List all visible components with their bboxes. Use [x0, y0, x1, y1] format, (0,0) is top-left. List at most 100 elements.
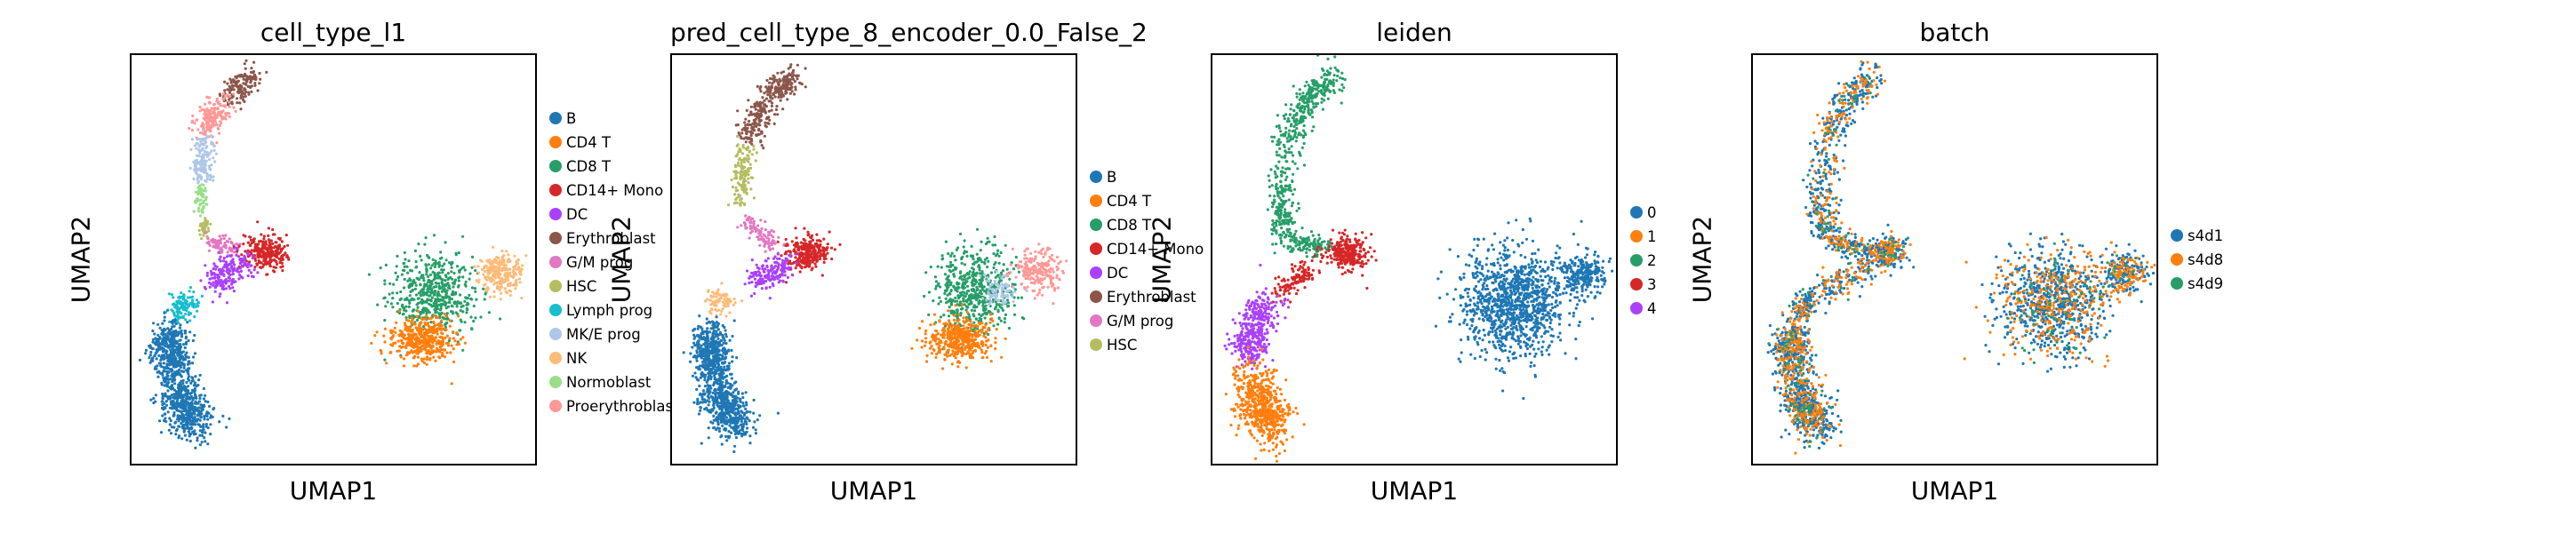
data-point [400, 273, 404, 276]
data-point [454, 311, 458, 314]
data-point [722, 337, 725, 340]
data-point [730, 348, 733, 353]
legend-item: CD8 T [549, 156, 611, 176]
data-point [206, 174, 210, 178]
data-point [220, 282, 224, 285]
point-group [692, 362, 780, 454]
data-point [422, 287, 426, 290]
data-point [394, 271, 397, 274]
data-point [172, 296, 175, 299]
data-point [460, 301, 463, 305]
data-point [187, 313, 190, 316]
data-point [465, 311, 468, 314]
data-point [256, 252, 260, 256]
data-point [712, 329, 716, 332]
data-point [699, 354, 702, 358]
data-point [774, 260, 779, 264]
data-point [274, 244, 277, 248]
data-point [697, 324, 700, 328]
data-point [205, 271, 209, 274]
data-point [486, 270, 490, 274]
data-point [204, 139, 207, 144]
data-point [402, 262, 405, 266]
data-point [196, 178, 199, 181]
data-point [796, 264, 799, 267]
data-point [180, 302, 183, 306]
data-point [170, 358, 173, 362]
data-point [189, 381, 193, 385]
data-point [238, 266, 242, 270]
data-point [701, 360, 705, 363]
data-point [198, 434, 202, 437]
data-point [223, 280, 227, 284]
data-point [443, 262, 446, 266]
data-point [812, 250, 816, 253]
data-point [176, 349, 180, 353]
data-point [508, 259, 512, 263]
data-point [740, 131, 744, 135]
data-point [396, 274, 400, 279]
data-point [162, 330, 165, 334]
data-point [236, 249, 239, 253]
data-point [193, 393, 197, 396]
data-point [825, 248, 828, 251]
data-point [417, 362, 420, 366]
data-point [785, 75, 788, 78]
data-point [415, 352, 419, 355]
data-point [198, 137, 202, 140]
data-point [706, 290, 709, 293]
data-point [770, 234, 773, 237]
data-point [452, 347, 455, 351]
data-point [716, 328, 720, 331]
scatter-plot [682, 63, 1068, 454]
data-point [171, 322, 174, 325]
data-point [204, 187, 207, 190]
data-point [209, 112, 212, 115]
data-point [689, 360, 692, 363]
legend-item: NK [549, 348, 587, 368]
data-point [446, 344, 450, 347]
data-point [185, 391, 188, 394]
data-point [753, 271, 756, 274]
data-point [765, 90, 769, 93]
data-point [745, 192, 748, 195]
data-point [275, 249, 278, 252]
data-point [169, 419, 172, 423]
data-point [708, 298, 712, 302]
data-point [168, 396, 172, 401]
data-point [743, 121, 747, 124]
data-point [797, 249, 801, 252]
data-point [218, 282, 221, 285]
data-point [703, 366, 707, 370]
data-point [419, 300, 422, 304]
data-point [705, 345, 708, 348]
scatter-plot [138, 59, 528, 449]
data-point [696, 346, 700, 350]
data-point [212, 179, 215, 182]
data-point [402, 312, 405, 315]
data-point [702, 349, 706, 353]
data-point [715, 292, 718, 296]
data-point [218, 248, 221, 251]
data-point [253, 259, 258, 262]
data-point [219, 255, 222, 259]
data-point [180, 375, 183, 378]
data-point [788, 91, 792, 95]
data-point [458, 329, 461, 332]
data-point [498, 266, 501, 270]
data-point [742, 203, 747, 207]
data-point [785, 266, 789, 270]
data-point [699, 352, 702, 355]
data-point [796, 77, 799, 81]
data-point [711, 331, 715, 335]
data-point [223, 265, 227, 268]
data-point [748, 157, 751, 161]
data-point [396, 339, 400, 343]
data-point [230, 279, 234, 282]
data-point [407, 298, 411, 303]
data-point [385, 362, 388, 365]
data-point [724, 332, 728, 336]
data-point [764, 279, 768, 283]
data-point [458, 270, 461, 274]
data-point [437, 262, 441, 266]
